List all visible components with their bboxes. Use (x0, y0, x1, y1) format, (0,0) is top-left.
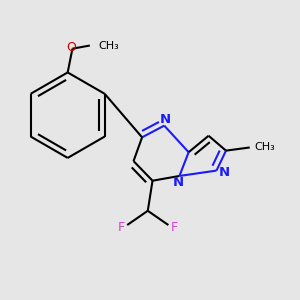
Text: CH₃: CH₃ (99, 40, 119, 50)
Text: O: O (66, 40, 76, 54)
Text: F: F (118, 221, 125, 234)
Text: F: F (170, 221, 178, 234)
Text: N: N (219, 166, 230, 179)
Text: N: N (160, 113, 171, 126)
Text: N: N (172, 176, 183, 189)
Text: CH₃: CH₃ (254, 142, 275, 152)
